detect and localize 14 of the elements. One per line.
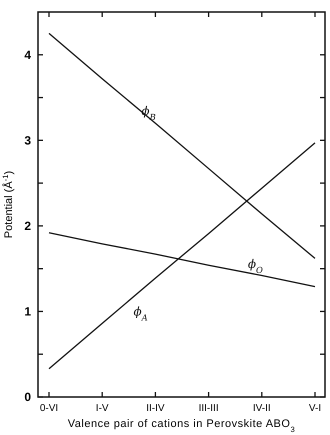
y-tick-label: 0: [24, 390, 32, 404]
x-tick-label: II-IV: [146, 403, 165, 414]
x-tick-label: IV-II: [252, 403, 271, 414]
series-label: ϕ$_{O}$: [248, 256, 264, 275]
y-tick-label: 4: [24, 48, 32, 62]
x-tick-label: I-V: [96, 403, 109, 414]
y-tick-label: 2: [24, 219, 32, 234]
x-tick-label: III-III: [198, 403, 219, 414]
x-axis-title: Valence pair of cations in Perovskite ABO$_{3}$: [68, 418, 296, 434]
y-tick-label: 1: [24, 304, 32, 319]
y-tick-label: 3: [24, 134, 32, 148]
x-tick-label: V-I: [308, 403, 322, 414]
series-label: ϕ$_{A}$: [133, 304, 148, 322]
x-tick-label: 0-VI: [40, 403, 58, 414]
